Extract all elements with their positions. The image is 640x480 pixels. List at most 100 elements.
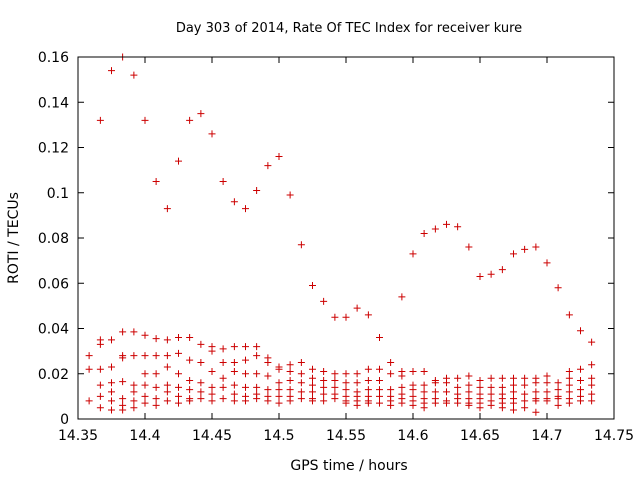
data-point: [454, 223, 462, 231]
data-point: [152, 383, 160, 391]
data-point: [219, 345, 227, 353]
data-point: [119, 328, 127, 336]
data-point: [543, 372, 551, 380]
x-tick-label: 14.7: [531, 428, 562, 444]
data-point: [387, 370, 395, 378]
data-point: [353, 304, 361, 312]
data-point: [577, 327, 584, 335]
data-point: [208, 367, 216, 375]
data-point: [96, 365, 104, 373]
data-point: [130, 352, 138, 360]
data-point: [510, 388, 517, 396]
data-point: [431, 225, 439, 233]
data-point: [309, 374, 316, 382]
data-point: [376, 386, 383, 394]
data-point: [420, 388, 428, 396]
data-point: [208, 390, 216, 398]
data-point: [219, 383, 227, 391]
data-point: [85, 397, 93, 405]
data-point: [141, 116, 149, 124]
data-point: [465, 381, 473, 389]
y-tick-label: 0.06: [38, 276, 69, 292]
y-tick-label: 0.02: [38, 367, 69, 383]
data-point: [253, 343, 261, 351]
data-point: [532, 388, 540, 396]
data-point: [230, 198, 238, 206]
data-point: [554, 379, 562, 387]
data-point: [286, 377, 294, 385]
data-point: [275, 392, 283, 400]
data-point: [565, 374, 573, 382]
data-point: [108, 363, 115, 371]
data-point: [320, 397, 328, 405]
data-point: [108, 397, 115, 405]
data-point: [275, 153, 283, 161]
data-point: [577, 377, 584, 385]
data-point: [275, 365, 283, 373]
data-point: [297, 388, 305, 396]
data-point: [130, 404, 138, 412]
data-point: [521, 245, 529, 253]
data-point: [320, 367, 328, 375]
plot-frame: [77, 56, 615, 420]
axis-ticks: 14.35 14.4 14.45 14.5 14.55 14.6 14.65 14.7 14.7…: [38, 50, 634, 444]
data-point: [521, 404, 529, 412]
data-point: [163, 363, 171, 371]
data-point: [297, 395, 305, 403]
data-point: [253, 383, 261, 391]
data-point: [510, 250, 517, 258]
data-point: [498, 266, 506, 274]
data-point: [275, 386, 283, 394]
data-point: [521, 374, 529, 382]
data-point: [387, 358, 395, 366]
data-point: [398, 383, 406, 391]
data-point: [230, 397, 238, 405]
data-point: [175, 370, 182, 378]
y-tick-label: 0.04: [38, 322, 69, 338]
y-tick-label: 0.12: [38, 141, 69, 157]
data-point: [420, 404, 428, 412]
data-point: [431, 399, 439, 407]
data-point: [141, 352, 149, 360]
data-point: [521, 397, 529, 405]
data-point: [96, 404, 104, 412]
data-point: [253, 352, 261, 360]
data-point: [152, 370, 160, 378]
data-point: [242, 356, 249, 364]
data-point: [163, 397, 171, 405]
data-point: [286, 361, 294, 369]
x-tick-label: 14.6: [397, 428, 428, 444]
data-point: [197, 358, 205, 366]
data-point: [175, 349, 182, 357]
data-point: [230, 358, 238, 366]
data-point: [498, 383, 506, 391]
data-point: [565, 311, 573, 319]
data-point: [543, 388, 551, 396]
data-point: [331, 395, 339, 403]
data-point: [588, 361, 596, 369]
data-point: [96, 381, 104, 389]
data-point: [409, 367, 417, 375]
data-point: [510, 406, 517, 414]
data-point: [443, 388, 450, 396]
data-point: [543, 397, 551, 405]
data-point: [487, 401, 495, 409]
data-point: [588, 390, 596, 398]
data-point: [96, 340, 104, 348]
data-point: [286, 397, 294, 405]
data-point: [588, 381, 596, 389]
data-point: [264, 372, 272, 380]
data-point: [152, 395, 160, 403]
data-point: [230, 367, 238, 375]
data-point: [521, 381, 529, 389]
data-point: [554, 401, 562, 409]
data-point: [364, 399, 372, 407]
data-point: [420, 229, 428, 237]
data-point: [376, 399, 383, 407]
data-point: [431, 379, 439, 387]
data-point: [219, 374, 227, 382]
data-point: [376, 377, 383, 385]
data-point: [588, 374, 596, 382]
data-point: [398, 399, 406, 407]
data-point: [476, 404, 484, 412]
